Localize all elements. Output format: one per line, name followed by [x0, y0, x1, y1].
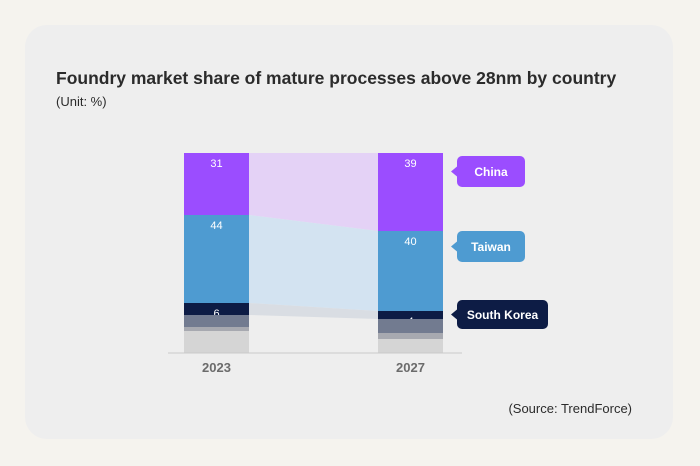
bar-segment-taiwan-2023 — [184, 215, 249, 303]
bar-segment-china-2027 — [378, 153, 443, 231]
legend-item-taiwan: Taiwan — [451, 231, 525, 262]
x-tick-label-2027: 2027 — [396, 360, 425, 375]
flow-band-south-korea — [249, 303, 378, 319]
legend-item-south-korea: South Korea — [451, 300, 548, 329]
bar-segment-other-4-2027 — [378, 333, 443, 339]
bar-segment-other-3-2027 — [378, 319, 443, 333]
data-label-china-2027: 39 — [404, 158, 416, 170]
x-axis-labels: 2023 2027 — [202, 360, 425, 375]
bar-segment-other-5-2023 — [184, 331, 249, 353]
flow-band-taiwan — [249, 215, 378, 311]
bar-segment-other-3-2023 — [184, 315, 249, 327]
legend-box-south-korea — [457, 300, 548, 329]
bar-segment-south-korea-2027 — [378, 311, 443, 319]
data-label-south-korea-2023: 6 — [213, 308, 219, 320]
legend-pointer-china — [451, 166, 457, 177]
bar-segment-south-korea-2023 — [184, 303, 249, 315]
bar-segment-other-5-2027 — [378, 339, 443, 353]
bar-segment-taiwan-2027 — [378, 231, 443, 311]
data-label-china-2023: 31 — [210, 158, 222, 170]
flow-bands — [249, 153, 378, 319]
unit-label: (Unit: %) — [56, 94, 107, 109]
legend-pointer-taiwan — [451, 241, 457, 252]
legend-item-china: China — [451, 156, 525, 187]
bar-segment-china-2023 — [184, 153, 249, 215]
legend-label-south-korea: South Korea — [467, 308, 539, 322]
legend-box-china — [457, 156, 525, 187]
legend: China Taiwan South Korea — [451, 156, 548, 329]
source-note: (Source: TrendForce) — [508, 401, 632, 416]
data-label-taiwan-2023: 44 — [210, 220, 222, 232]
bar-stacks: 3144639404 — [184, 153, 443, 353]
chart-title: Foundry market share of mature processes… — [56, 68, 617, 88]
data-label-taiwan-2027: 40 — [404, 236, 416, 248]
x-tick-label-2023: 2023 — [202, 360, 231, 375]
bar-segment-other-4-2023 — [184, 327, 249, 331]
flow-band-china — [249, 153, 378, 231]
legend-label-china: China — [474, 165, 508, 179]
legend-pointer-south-korea — [451, 309, 457, 320]
legend-box-taiwan — [457, 231, 525, 262]
legend-label-taiwan: Taiwan — [471, 240, 511, 254]
